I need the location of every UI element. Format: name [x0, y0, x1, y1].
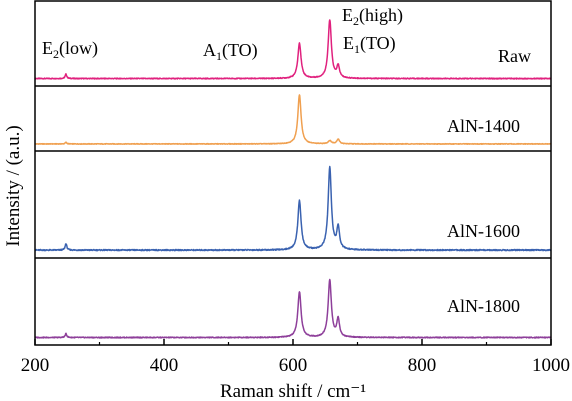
x-tick-label: 200: [21, 355, 50, 376]
series-line: [34, 278, 552, 339]
series-aln-1600: AlN-1600: [34, 165, 552, 252]
series-label: AlN-1600: [447, 221, 520, 241]
x-tick-label: 400: [150, 355, 179, 376]
series-label: Raw: [498, 46, 531, 66]
x-tick-label: 1000: [532, 355, 570, 376]
peak-annotation: E2(high): [342, 5, 403, 28]
series-line: [34, 19, 552, 80]
x-axis-title: Raman shift / cm⁻¹: [220, 381, 366, 401]
series-raw: Raw: [34, 19, 552, 80]
plot-border: [34, 0, 552, 346]
panels: Raw AlN-1400 AlN-1600 AlN-1800: [34, 19, 552, 339]
series-label: AlN-1800: [447, 296, 520, 316]
x-tick-label: 800: [408, 355, 437, 376]
x-axis: 200 400 600 800 1000: [21, 339, 570, 376]
series-aln-1800: AlN-1800: [34, 278, 552, 339]
peak-annotation: A1(TO): [203, 40, 258, 63]
x-tick-label: 600: [279, 355, 308, 376]
series-label: AlN-1400: [447, 116, 520, 136]
peak-annotation: E2(low): [42, 38, 98, 61]
y-axis-title: Intensity / (a.u.): [3, 125, 24, 246]
peak-annotations: E2(low) A1(TO) E2(high) E1(TO): [42, 5, 403, 63]
peak-annotation: E1(TO): [343, 33, 396, 56]
series-aln-1400: AlN-1400: [34, 94, 552, 145]
series-line: [34, 165, 552, 252]
series-line: [34, 94, 552, 145]
plot-frame: [34, 0, 552, 346]
